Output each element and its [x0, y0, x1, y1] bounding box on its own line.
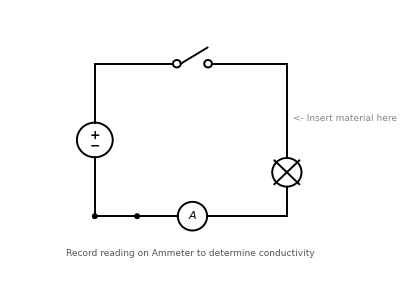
Text: −: − [89, 139, 100, 152]
Text: Record reading on Ammeter to determine conductivity: Record reading on Ammeter to determine c… [66, 249, 314, 258]
Text: <- Insert material here: <- Insert material here [294, 113, 397, 122]
Ellipse shape [135, 214, 139, 218]
Text: +: + [89, 129, 100, 142]
Ellipse shape [92, 214, 97, 218]
Text: A: A [189, 211, 196, 221]
